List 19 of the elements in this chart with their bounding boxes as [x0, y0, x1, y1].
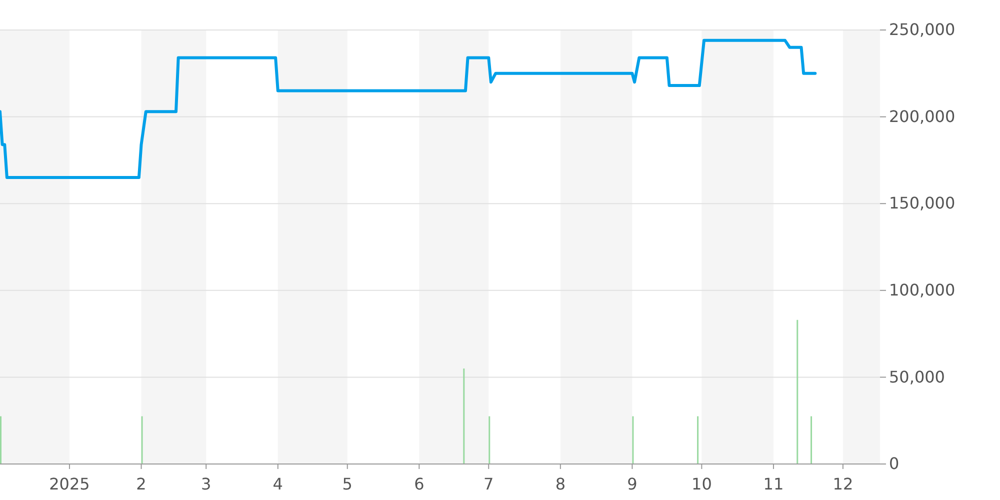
y-tick-label: 100,000: [889, 280, 956, 300]
line-series: [0, 38, 817, 180]
x-tick-label: 2025: [49, 474, 90, 494]
x-tick-label: 9: [627, 474, 638, 494]
x-tick-label: 6: [414, 474, 424, 494]
y-tick-label: 0: [889, 454, 900, 474]
x-tick-label: 4: [272, 474, 283, 494]
x-tick-label: 2: [136, 474, 146, 494]
x-tick-label: 5: [342, 474, 352, 494]
x-tick-label: 8: [555, 474, 566, 494]
y-tick-label: 50,000: [889, 367, 945, 386]
x-tick-label: 10: [692, 474, 712, 494]
y-tick-label: 150,000: [889, 194, 956, 213]
x-tick-label: 11: [763, 474, 784, 494]
y-tick-label: 200,000: [889, 106, 956, 126]
x-tick-label: 3: [201, 474, 212, 494]
x-tick-label: 12: [832, 474, 854, 494]
x-tick-label: 7: [484, 474, 494, 494]
y-tick-label: 250,000: [889, 20, 956, 40]
